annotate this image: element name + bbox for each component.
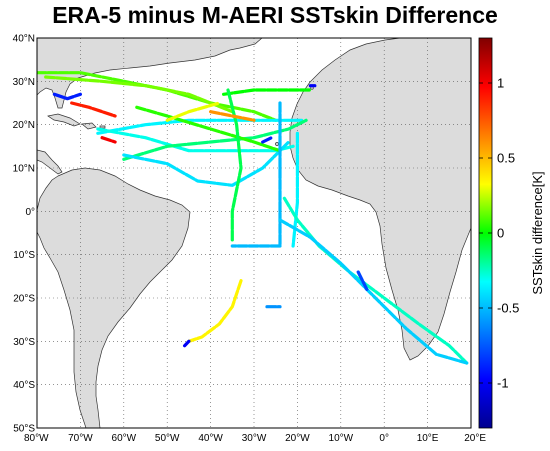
lon-tick-label: 20°E bbox=[464, 433, 486, 444]
lon-tick-label: 20°W bbox=[285, 433, 310, 444]
lat-tick-label: 10°N bbox=[13, 164, 35, 175]
lon-tick-label: 50°W bbox=[155, 433, 180, 444]
colorbar-ticks: 1 0.5 0 -0.5 -1 bbox=[479, 76, 519, 391]
lat-tick-label: 30°N bbox=[13, 77, 35, 88]
colorbar: 1 0.5 0 -0.5 -1 SSTskin difference[K] bbox=[478, 37, 545, 429]
ship-track bbox=[356, 270, 369, 291]
ship-track bbox=[122, 140, 291, 187]
lon-tick-label: 70°W bbox=[68, 433, 93, 444]
lat-tick-label: 20°S bbox=[13, 294, 35, 305]
lat-tick-label: 30°S bbox=[13, 337, 35, 348]
lon-tick-label: 30°W bbox=[242, 433, 267, 444]
colorbar-tick-label: 1 bbox=[497, 76, 504, 91]
ship-track bbox=[52, 92, 82, 101]
colorbar-tick-label: 0 bbox=[497, 226, 504, 241]
ship-track bbox=[183, 339, 191, 348]
ship-track bbox=[70, 101, 117, 118]
longitude-tick-labels: 80°W 70°W 60°W 50°W 40°W 30°W 20°W 10°W 0° 10°E 20… bbox=[24, 433, 486, 444]
ship-track bbox=[165, 101, 221, 122]
lat-tick-label: 40°S bbox=[13, 380, 35, 391]
ship-tracks bbox=[37, 71, 469, 365]
lon-tick-label: 40°W bbox=[198, 433, 223, 444]
latitude-tick-labels: 40°N 30°N 20°N 10°N 0° 10°S 20°S 30°S 40°S 50°S bbox=[13, 34, 36, 435]
map-frame bbox=[36, 37, 472, 429]
ship-track bbox=[187, 279, 243, 343]
central-america-land bbox=[37, 149, 63, 175]
puerto-rico-island bbox=[99, 125, 106, 129]
ship-track bbox=[226, 88, 243, 244]
lat-tick-label: 50°S bbox=[13, 424, 35, 435]
colorbar-tick-label: 0.5 bbox=[497, 151, 515, 166]
lon-tick-label: 10°E bbox=[417, 433, 439, 444]
colorbar-tick-label: -0.5 bbox=[497, 301, 519, 316]
colorbar-tick-label: -1 bbox=[497, 376, 509, 391]
lon-tick-label: 80°W bbox=[24, 433, 49, 444]
lat-tick-label: 40°N bbox=[13, 34, 35, 45]
ship-track bbox=[222, 88, 312, 96]
ship-track bbox=[135, 105, 282, 153]
cuba-island bbox=[47, 113, 81, 127]
ship-track bbox=[230, 101, 282, 248]
ship-track bbox=[261, 136, 273, 144]
ship-track bbox=[209, 110, 256, 122]
graticule-grid bbox=[37, 38, 471, 428]
lon-tick-label: 10°W bbox=[329, 433, 354, 444]
ship-track bbox=[291, 131, 299, 248]
figure-title: ERA-5 minus M-AERI SSTskin Difference bbox=[52, 2, 498, 28]
ship-track bbox=[100, 136, 117, 144]
cape-verde-island bbox=[275, 142, 279, 146]
ship-track bbox=[122, 118, 308, 161]
colorbar-label: SSTskin difference[K] bbox=[530, 171, 545, 294]
lon-tick-label: 60°W bbox=[112, 433, 137, 444]
ship-track bbox=[44, 75, 234, 114]
lat-tick-label: 10°S bbox=[13, 250, 35, 261]
lat-tick-label: 0° bbox=[25, 207, 35, 218]
lon-tick-label: 0° bbox=[379, 433, 389, 444]
lat-tick-label: 20°N bbox=[13, 120, 35, 131]
ship-track bbox=[282, 196, 469, 365]
ship-track bbox=[278, 218, 469, 365]
